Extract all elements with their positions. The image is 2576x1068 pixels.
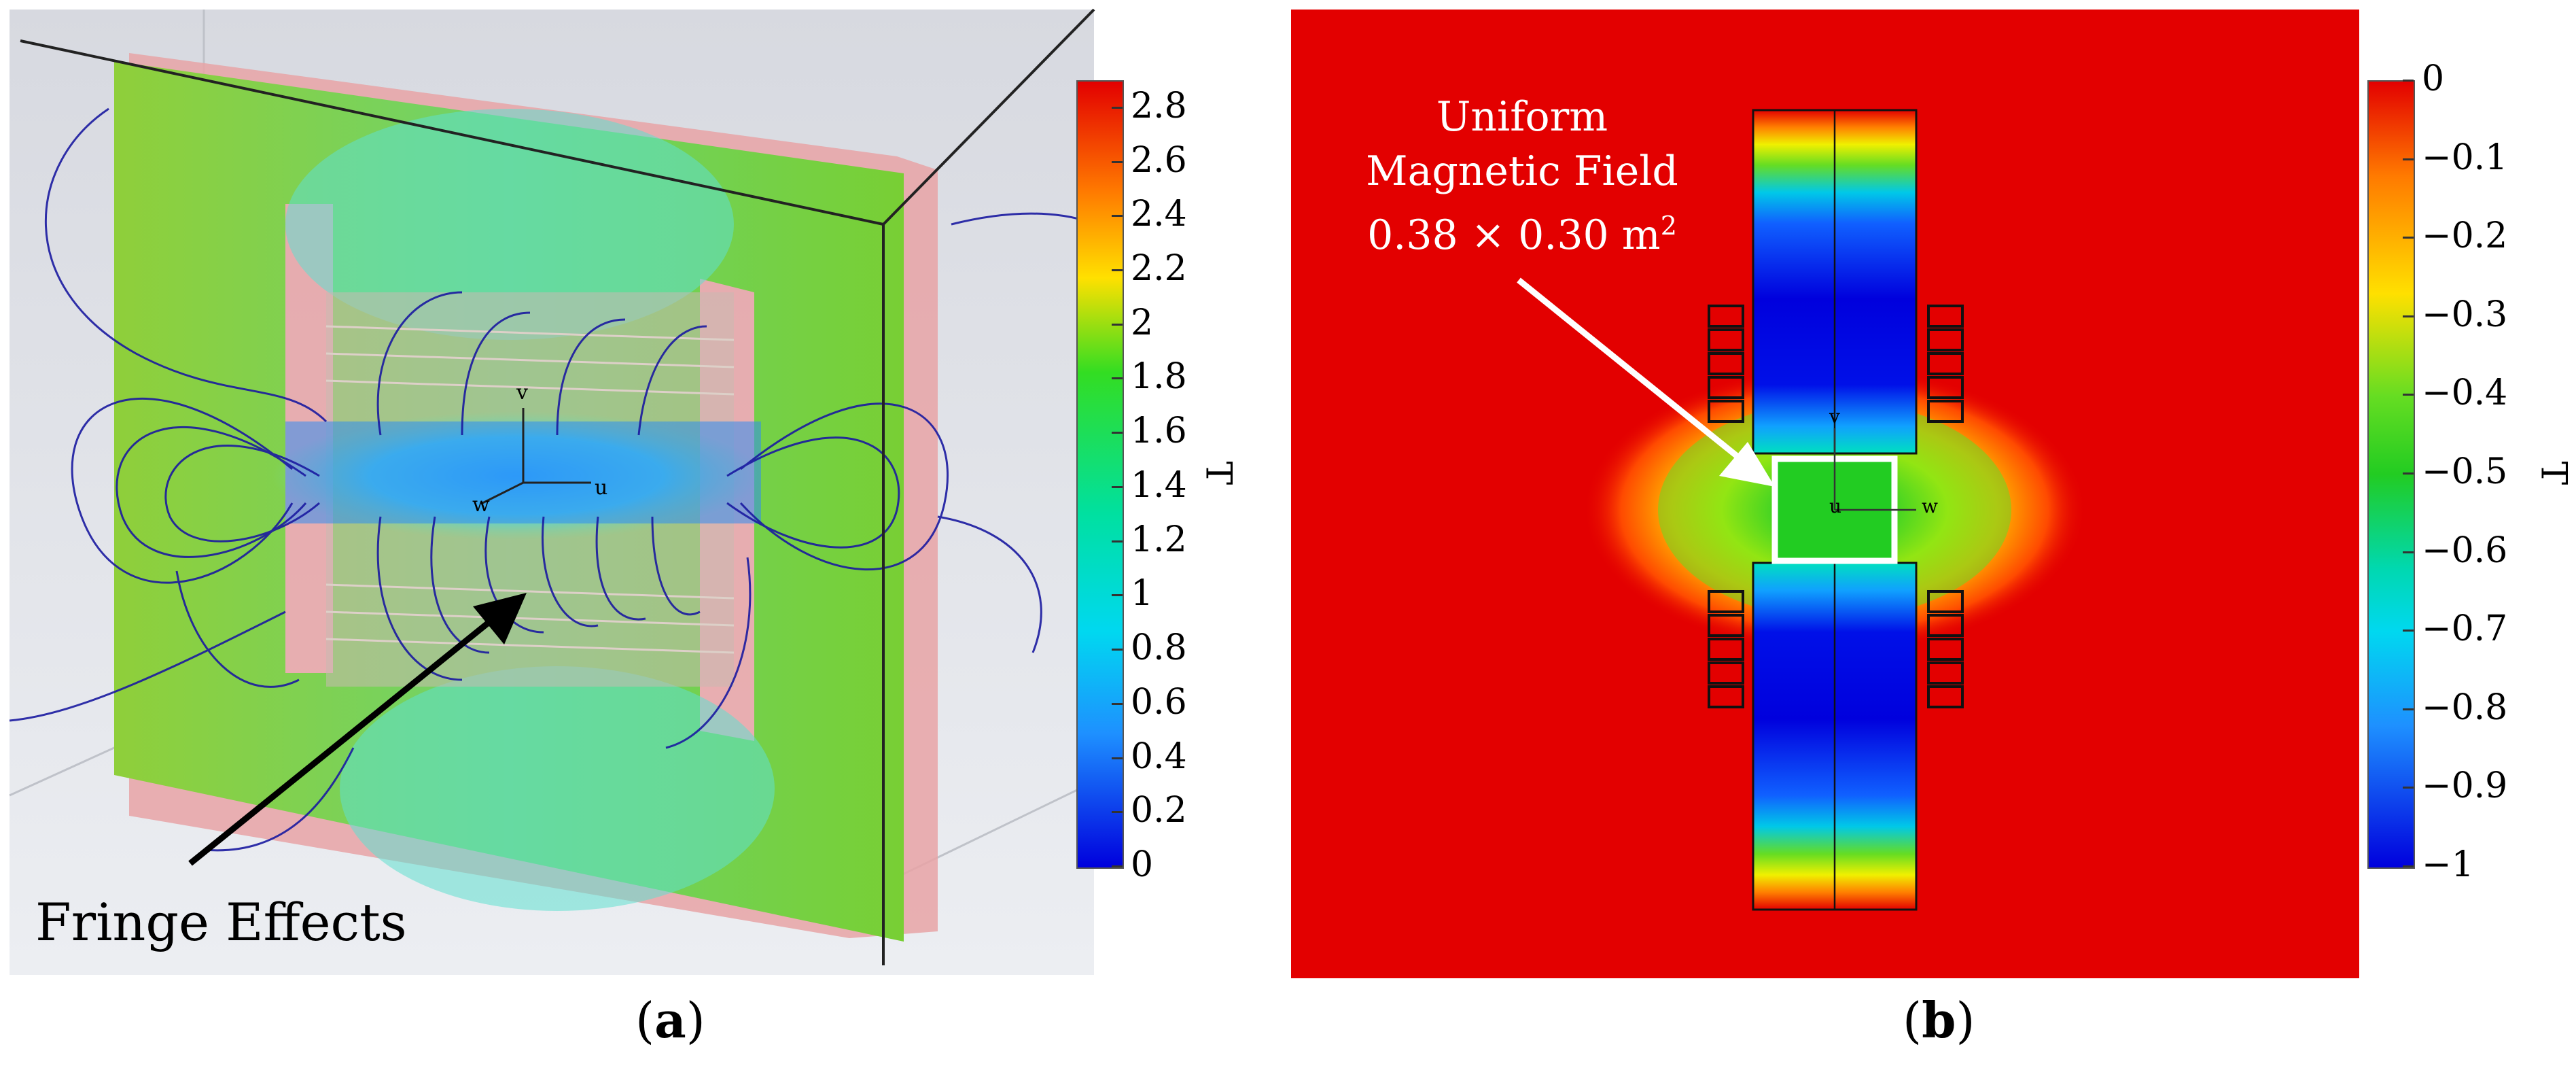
colorbar-a-tick-mark	[1112, 160, 1123, 163]
caption-b-letter: b	[1922, 991, 1956, 1049]
colorbar-a-tick-mark	[1112, 269, 1123, 272]
colorbar-a-tick-label: 2	[1131, 302, 1154, 343]
local-axis-w-label-b: w	[1922, 495, 1938, 517]
colorbar-b-tick-label: −0.3	[2422, 294, 2508, 335]
colorbar-b-tick-mark	[2403, 630, 2414, 632]
panel-b-render	[1291, 10, 2359, 978]
colorbar-b-tick-label: −1	[2422, 844, 2474, 885]
colorbar-a	[1076, 80, 1124, 869]
local-axes-b	[1833, 428, 1916, 511]
colorbar-b-tick-mark	[2403, 237, 2414, 239]
local-axes-a	[482, 408, 591, 504]
flux-lines	[9, 107, 1095, 852]
bounding-box-lines	[20, 8, 1095, 965]
colorbar-a-tick-mark	[1112, 702, 1123, 705]
panel-a-render	[9, 8, 1095, 975]
colorbar-b-tick-label: −0.7	[2422, 608, 2508, 650]
colorbar-b-tick-mark	[2403, 80, 2414, 82]
colorbar-a-tick-label: 1.2	[1131, 519, 1187, 560]
colorbar-b-tick-mark	[2403, 158, 2414, 160]
colorbar-b-tick-mark	[2403, 472, 2414, 475]
colorbar-b-tick-label: −0.2	[2422, 216, 2508, 257]
colorbar-a-tick-label: 0.4	[1131, 736, 1187, 777]
local-axis-w-label-a: w	[472, 493, 490, 517]
uniform-field-arrow	[1517, 277, 1775, 487]
fringe-effects-label: Fringe Effects	[35, 892, 407, 952]
colorbar-a-tick-label: 0.8	[1131, 627, 1187, 669]
colorbar-b-tick-label: −0.5	[2422, 451, 2508, 492]
colorbar-a-tick-label: 1.6	[1131, 411, 1187, 452]
colorbar-b-unit: T	[2533, 461, 2574, 485]
colorbar-a-tick-mark	[1112, 215, 1123, 218]
colorbar-b-tick-label: 0	[2422, 58, 2445, 99]
colorbar-b-tick-mark	[2403, 394, 2414, 396]
colorbar-a-tick-label: 1.4	[1131, 464, 1187, 506]
annotation-line-1: Uniform	[1436, 93, 1608, 141]
colorbar-b-tick-mark	[2403, 787, 2414, 789]
local-axis-v-label-a: v	[516, 381, 528, 404]
colorbar-b-tick-label: −0.8	[2422, 687, 2508, 728]
stack-laminations	[325, 325, 735, 654]
colorbar-b-tick-label: −0.9	[2422, 765, 2508, 807]
coil-windings	[1708, 305, 1964, 708]
colorbar-a-tick-label: 0.6	[1131, 681, 1187, 723]
colorbar-a-unit: T	[1197, 461, 1239, 485]
colorbar-a-tick-label: 2.2	[1131, 248, 1187, 290]
annotation-line-3: 0.38 × 0.30 m2	[1367, 211, 1677, 259]
colorbar-b-tick-label: −0.6	[2422, 530, 2508, 571]
colorbar-b-tick-mark	[2403, 315, 2414, 317]
local-axis-v-label-b: v	[1829, 405, 1840, 428]
uniform-field-annotation: Uniform Magnetic Field 0.38 × 0.30 m2	[1345, 90, 1699, 262]
caption-b: (b)	[1903, 991, 1975, 1049]
annotation-line-2: Magnetic Field	[1366, 148, 1678, 195]
colorbar-a-tick-label: 0	[1131, 844, 1154, 885]
fringe-arrow	[188, 593, 527, 866]
colorbar-a-tick-label: 1	[1131, 573, 1154, 615]
colorbar-a-tick-label: 1.8	[1131, 356, 1187, 398]
local-axis-u-label-b: u	[1829, 495, 1842, 517]
colorbar-b-tick-label: −0.4	[2422, 373, 2508, 414]
colorbar-a-tick-mark	[1112, 757, 1123, 759]
colorbar-a-tick-mark	[1112, 649, 1123, 651]
local-axis-u-label-a: u	[595, 476, 608, 500]
colorbar-b-tick-mark	[2403, 708, 2414, 710]
colorbar-a-tick-label: 2.8	[1131, 85, 1187, 126]
caption-a-letter: a	[654, 991, 686, 1049]
colorbar-b-tick-mark	[2403, 865, 2414, 867]
colorbar-b	[2367, 80, 2415, 869]
colorbar-a-tick-mark	[1112, 323, 1123, 326]
colorbar-a-tick-mark	[1112, 594, 1123, 597]
colorbar-a-tick-label: 0.2	[1131, 790, 1187, 831]
colorbar-a-tick-mark	[1112, 377, 1123, 380]
colorbar-a-tick-mark	[1112, 811, 1123, 814]
colorbar-a-tick-mark	[1112, 432, 1123, 434]
colorbar-a-tick-mark	[1112, 865, 1123, 867]
colorbar-b-tick-label: −0.1	[2422, 137, 2508, 178]
colorbar-a-tick-mark	[1112, 485, 1123, 488]
caption-a: (a)	[635, 991, 705, 1049]
colorbar-a-tick-label: 2.4	[1131, 194, 1187, 235]
colorbar-a-tick-label: 2.6	[1131, 139, 1187, 181]
colorbar-b-tick-mark	[2403, 551, 2414, 553]
colorbar-a-tick-mark	[1112, 540, 1123, 542]
colorbar-a-tick-mark	[1112, 106, 1123, 109]
